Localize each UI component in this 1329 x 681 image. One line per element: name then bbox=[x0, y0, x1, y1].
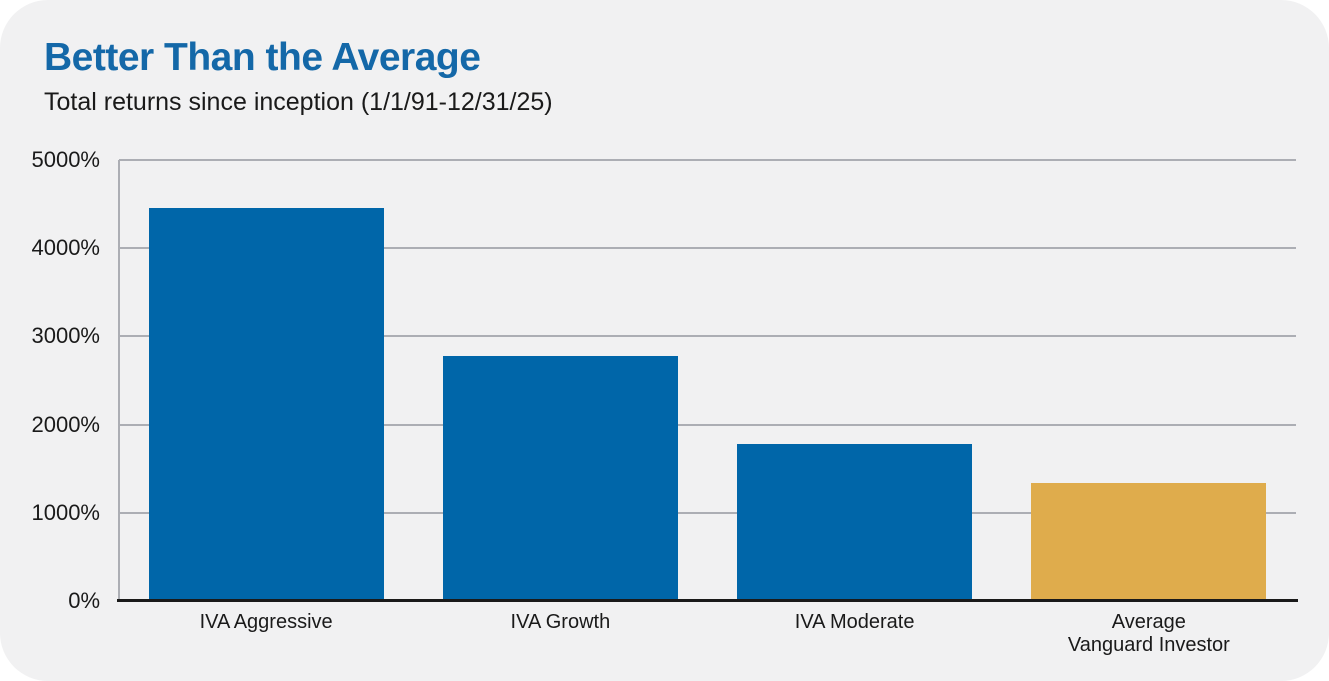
gridline-5000 bbox=[119, 159, 1296, 161]
chart-title: Better Than the Average bbox=[44, 36, 481, 79]
bar-iva-aggressive bbox=[148, 208, 384, 601]
y-tick-label-1000: 1000% bbox=[31, 499, 100, 525]
gridline-3000 bbox=[119, 335, 1296, 338]
x-axis-line bbox=[117, 599, 1298, 602]
x-category-label-iva-aggressive: IVA Aggressive bbox=[199, 611, 333, 633]
y-tick-label-4000: 4000% bbox=[31, 235, 100, 261]
bar-iva-moderate bbox=[737, 444, 973, 601]
x-category-label-iva-growth: IVA Growth bbox=[510, 611, 611, 633]
gridline-1000 bbox=[119, 511, 1296, 514]
gridline-4000 bbox=[119, 247, 1296, 250]
y-tick-label-5000: 5000% bbox=[31, 147, 100, 172]
chart-subtitle: Total returns since inception (1/1/91-12… bbox=[44, 88, 553, 116]
bar-iva-growth bbox=[442, 355, 678, 601]
y-tick-label-3000: 3000% bbox=[31, 323, 100, 349]
y-axis-line bbox=[118, 160, 120, 601]
gridline-2000 bbox=[119, 423, 1296, 426]
bar-average-vanguard-investor bbox=[1031, 483, 1267, 601]
x-category-label-iva-moderate: IVA Moderate bbox=[794, 611, 915, 633]
y-tick-label-0: 0% bbox=[68, 588, 100, 613]
x-category-label-average-vanguard-investor: Average Vanguard Investor bbox=[1067, 611, 1230, 656]
y-tick-label-2000: 2000% bbox=[31, 411, 100, 437]
